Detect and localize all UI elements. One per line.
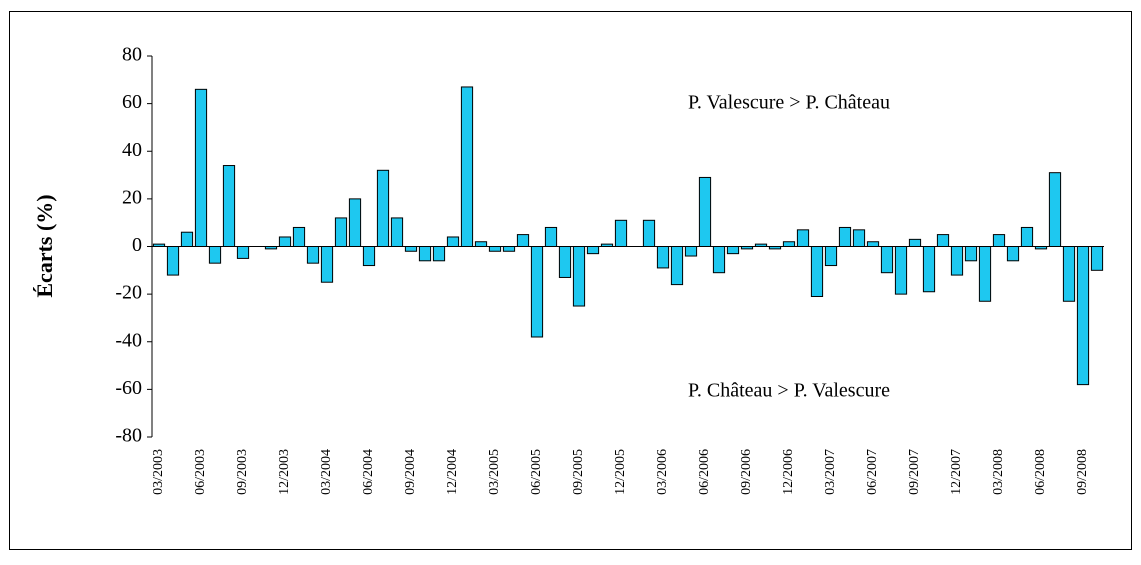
bar bbox=[852, 229, 866, 248]
bar bbox=[572, 246, 586, 307]
bar bbox=[614, 219, 628, 247]
x-tick-label: 06/2004 bbox=[361, 449, 376, 495]
bar bbox=[838, 226, 852, 247]
bar bbox=[922, 246, 936, 293]
y-tick-label: 20 bbox=[122, 186, 142, 208]
y-tick-label: 60 bbox=[122, 91, 142, 113]
bar bbox=[1048, 172, 1062, 247]
bar bbox=[558, 246, 572, 278]
annotation: P. Valescure > P. Château bbox=[688, 92, 890, 114]
bar bbox=[964, 246, 978, 262]
bar bbox=[782, 241, 796, 248]
bar bbox=[670, 246, 684, 286]
bar bbox=[320, 246, 334, 283]
bar bbox=[726, 246, 740, 255]
x-tick-label: 06/2003 bbox=[193, 449, 208, 495]
bar bbox=[586, 246, 600, 255]
x-tick-label: 03/2005 bbox=[487, 449, 502, 495]
bar bbox=[1076, 246, 1090, 386]
x-tick-label: 12/2006 bbox=[781, 449, 796, 495]
bar bbox=[236, 246, 250, 259]
x-tick-label: 12/2005 bbox=[613, 449, 628, 495]
x-tick-label: 03/2003 bbox=[151, 449, 166, 495]
bar bbox=[348, 198, 362, 247]
bar bbox=[642, 219, 656, 247]
bar bbox=[362, 246, 376, 267]
bar bbox=[796, 229, 810, 248]
x-tick-label: 03/2006 bbox=[655, 449, 670, 495]
x-tick-label: 09/2008 bbox=[1075, 449, 1090, 495]
bar bbox=[712, 246, 726, 274]
bar bbox=[530, 246, 544, 338]
bar bbox=[684, 246, 698, 257]
x-tick-label: 03/2008 bbox=[991, 449, 1006, 495]
y-tick-label: -40 bbox=[115, 329, 142, 351]
bar bbox=[894, 246, 908, 295]
annotation: P. Château > P. Valescure bbox=[688, 380, 890, 402]
bar bbox=[936, 234, 950, 247]
bar bbox=[950, 246, 964, 276]
x-tick-label: 06/2008 bbox=[1033, 449, 1048, 495]
bar bbox=[488, 246, 502, 252]
bar bbox=[180, 231, 194, 247]
bar bbox=[908, 238, 922, 247]
y-tick-label: -80 bbox=[115, 425, 142, 447]
bar bbox=[222, 165, 236, 248]
bar bbox=[992, 234, 1006, 247]
bar bbox=[824, 246, 838, 267]
bar bbox=[516, 234, 530, 247]
x-tick-label: 09/2005 bbox=[571, 449, 586, 495]
y-axis-title: Écarts (%) bbox=[32, 194, 57, 297]
bar bbox=[698, 176, 712, 248]
x-tick-label: 06/2006 bbox=[697, 449, 712, 495]
bar bbox=[866, 241, 880, 248]
bar bbox=[474, 241, 488, 248]
bar bbox=[432, 246, 446, 262]
bar bbox=[404, 246, 418, 252]
x-tick-label: 12/2003 bbox=[277, 449, 292, 495]
y-tick-label: -60 bbox=[115, 377, 142, 399]
y-tick-label: -20 bbox=[115, 282, 142, 304]
bar bbox=[376, 169, 390, 247]
bar bbox=[194, 88, 208, 248]
bar bbox=[292, 226, 306, 247]
bar bbox=[278, 236, 292, 248]
x-tick-label: 12/2004 bbox=[445, 449, 460, 495]
y-tick-label: 40 bbox=[122, 139, 142, 161]
x-tick-label: 09/2006 bbox=[739, 449, 754, 495]
bar bbox=[1090, 246, 1104, 271]
bar bbox=[656, 246, 670, 269]
y-tick-label: 80 bbox=[122, 44, 142, 66]
bar bbox=[460, 86, 474, 247]
x-tick-label: 09/2004 bbox=[403, 449, 418, 495]
bar bbox=[208, 246, 222, 264]
bar bbox=[978, 246, 992, 302]
bar bbox=[334, 217, 348, 248]
x-tick-label: 03/2004 bbox=[319, 449, 334, 495]
bar bbox=[446, 236, 460, 248]
bar bbox=[1062, 246, 1076, 302]
x-tick-label: 06/2007 bbox=[865, 449, 880, 495]
bar bbox=[502, 246, 516, 252]
bar bbox=[166, 246, 180, 276]
x-tick-label: 03/2007 bbox=[823, 449, 838, 495]
bar bbox=[880, 246, 894, 274]
bar bbox=[1020, 226, 1034, 247]
x-tick-label: 09/2007 bbox=[907, 449, 922, 495]
bar bbox=[418, 246, 432, 262]
x-tick-label: 09/2003 bbox=[235, 449, 250, 495]
bar bbox=[544, 226, 558, 247]
bar bbox=[1006, 246, 1020, 262]
bar bbox=[810, 246, 824, 298]
y-tick-label: 0 bbox=[132, 234, 142, 256]
bar bbox=[306, 246, 320, 264]
x-tick-label: 06/2005 bbox=[529, 449, 544, 495]
x-tick-label: 12/2007 bbox=[949, 449, 964, 495]
bar bbox=[390, 217, 404, 248]
